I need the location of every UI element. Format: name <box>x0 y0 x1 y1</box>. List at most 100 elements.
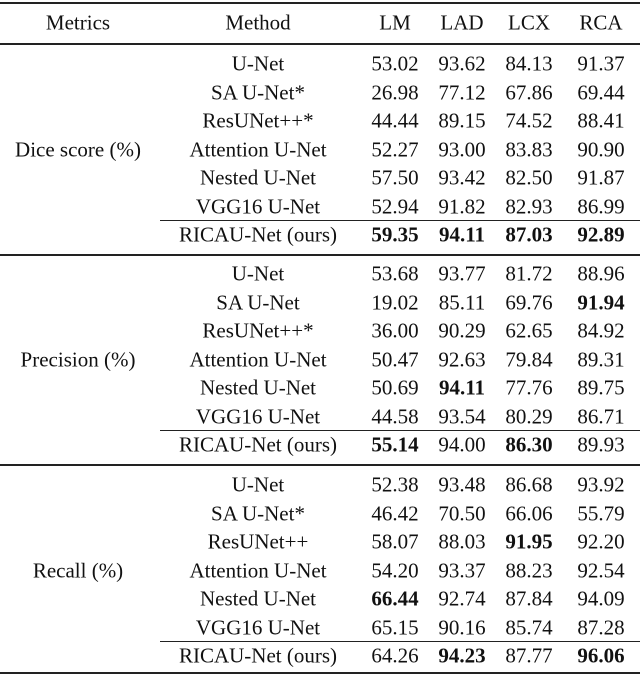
value-cell: 93.92 <box>577 472 625 497</box>
value-cell: 83.83 <box>505 137 553 161</box>
value-cell: 84.92 <box>577 318 625 343</box>
value-cell: 91.94 <box>577 290 625 314</box>
value-cell: 91.87 <box>577 165 625 190</box>
method-name: U-Net <box>231 51 285 76</box>
value-cell: 94.11 <box>438 222 486 247</box>
value-cell: 90.16 <box>438 615 486 639</box>
value-cell: 65.15 <box>371 615 419 639</box>
header-lcx: LCX <box>508 10 550 35</box>
method-name: SA U-Net* <box>211 501 305 525</box>
metric-label: Dice score (%) <box>15 137 141 161</box>
method-name: VGG16 U-Net <box>195 615 321 639</box>
value-cell: 46.42 <box>371 501 419 525</box>
value-cell: 44.44 <box>371 108 419 133</box>
value-cell: 93.62 <box>438 51 486 76</box>
value-cell: 93.37 <box>438 558 486 582</box>
ours-midrule <box>160 640 640 642</box>
value-cell: 90.90 <box>577 137 625 161</box>
value-cell: 69.44 <box>577 80 625 104</box>
method-name: RICAU-Net (ours) <box>178 222 338 247</box>
value-cell: 74.52 <box>505 108 553 133</box>
value-cell: 53.02 <box>371 51 419 76</box>
method-name: ResUNet++* <box>202 318 314 343</box>
value-cell: 67.86 <box>505 80 553 104</box>
value-cell: 52.94 <box>371 194 419 218</box>
value-cell: 87.84 <box>505 586 553 611</box>
value-cell: 81.72 <box>505 261 553 286</box>
value-cell: 94.00 <box>438 432 486 457</box>
header-lad: LAD <box>440 10 484 35</box>
value-cell: 93.77 <box>438 261 486 286</box>
value-cell: 55.79 <box>577 501 625 525</box>
value-cell: 69.76 <box>505 290 553 314</box>
value-cell: 88.96 <box>577 261 625 286</box>
value-cell: 94.23 <box>438 643 486 668</box>
value-cell: 89.75 <box>577 375 625 400</box>
value-cell: 92.20 <box>577 529 625 554</box>
value-cell: 85.74 <box>505 615 553 639</box>
value-cell: 94.11 <box>438 375 486 400</box>
value-cell: 88.23 <box>505 558 553 582</box>
header-rca: RCA <box>579 10 623 35</box>
method-name: SA U-Net* <box>211 80 305 104</box>
value-cell: 87.28 <box>577 615 625 639</box>
top-rule <box>0 2 640 4</box>
ours-midrule <box>160 429 640 431</box>
method-name: U-Net <box>231 261 285 286</box>
value-cell: 84.13 <box>505 51 553 76</box>
method-name: VGG16 U-Net <box>195 404 321 428</box>
value-cell: 87.03 <box>505 222 553 247</box>
value-cell: 80.29 <box>505 404 553 428</box>
value-cell: 53.68 <box>371 261 419 286</box>
method-name: SA U-Net <box>216 290 300 314</box>
value-cell: 52.27 <box>371 137 419 161</box>
method-name: Nested U-Net <box>199 375 317 400</box>
section-rule <box>0 253 640 256</box>
value-cell: 54.20 <box>371 558 419 582</box>
method-name: Attention U-Net <box>189 137 327 161</box>
value-cell: 89.31 <box>577 347 625 371</box>
header-method: Method <box>225 10 291 35</box>
value-cell: 92.89 <box>577 222 625 247</box>
value-cell: 62.65 <box>505 318 553 343</box>
method-name: Attention U-Net <box>189 347 327 371</box>
value-cell: 66.44 <box>371 586 419 611</box>
value-cell: 79.84 <box>505 347 553 371</box>
value-cell: 55.14 <box>371 432 419 457</box>
value-cell: 91.95 <box>505 529 553 554</box>
value-cell: 19.02 <box>371 290 419 314</box>
value-cell: 58.07 <box>371 529 419 554</box>
value-cell: 91.37 <box>577 51 625 76</box>
value-cell: 64.26 <box>371 643 419 668</box>
value-cell: 26.98 <box>371 80 419 104</box>
ours-midrule <box>160 219 640 221</box>
method-name: ResUNet++* <box>202 108 314 133</box>
value-cell: 96.06 <box>577 643 625 668</box>
value-cell: 77.76 <box>505 375 553 400</box>
value-cell: 92.63 <box>438 347 486 371</box>
value-cell: 36.00 <box>371 318 419 343</box>
value-cell: 85.11 <box>438 290 486 314</box>
value-cell: 87.77 <box>505 643 553 668</box>
header-metrics: Metrics <box>45 10 111 35</box>
value-cell: 86.71 <box>577 404 625 428</box>
metric-label: Precision (%) <box>20 347 136 371</box>
value-cell: 93.48 <box>438 472 486 497</box>
section-rule <box>0 463 640 466</box>
method-name: Attention U-Net <box>189 558 327 582</box>
value-cell: 50.47 <box>371 347 419 371</box>
value-cell: 88.03 <box>438 529 486 554</box>
method-name: Nested U-Net <box>199 165 317 190</box>
value-cell: 94.09 <box>577 586 625 611</box>
value-cell: 93.54 <box>438 404 486 428</box>
value-cell: 82.50 <box>505 165 553 190</box>
method-name: ResUNet++ <box>207 529 309 554</box>
header-rule <box>0 43 640 45</box>
value-cell: 59.35 <box>371 222 419 247</box>
value-cell: 89.15 <box>438 108 486 133</box>
value-cell: 57.50 <box>371 165 419 190</box>
value-cell: 50.69 <box>371 375 419 400</box>
bottom-rule <box>0 672 640 674</box>
value-cell: 92.74 <box>438 586 486 611</box>
value-cell: 52.38 <box>371 472 419 497</box>
